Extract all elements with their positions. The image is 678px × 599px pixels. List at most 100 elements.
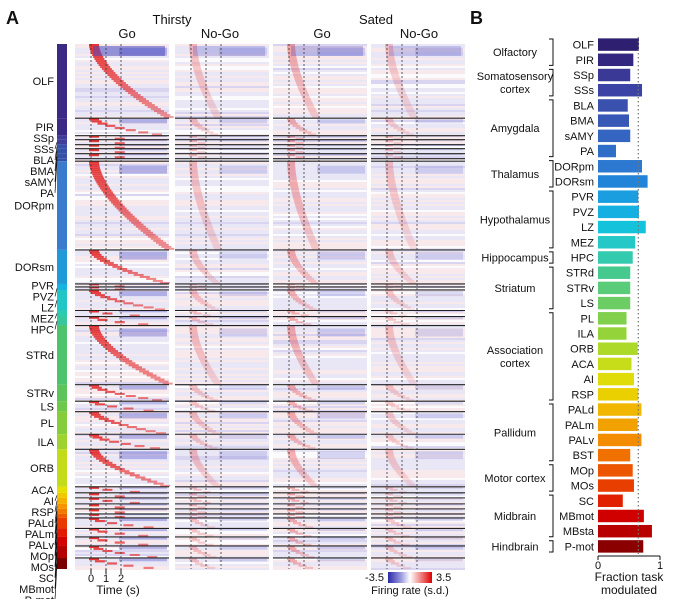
- heatmap-row: [175, 472, 269, 474]
- heatmap-activity: [192, 343, 201, 346]
- heatmap-activity: [109, 76, 120, 79]
- heatmap-row: [273, 96, 367, 98]
- heatmap-activity: [403, 430, 412, 433]
- heatmap-suppression: [219, 518, 267, 522]
- heatmap-row: [75, 558, 169, 560]
- heatmap-activity: [307, 447, 316, 450]
- heatmap-activity: [198, 423, 207, 427]
- bar-PA: [598, 144, 616, 158]
- heatmap-row: [273, 416, 367, 418]
- bar-P-mot: [598, 540, 644, 553]
- heatmap-row: [175, 342, 269, 344]
- heatmap-row: [273, 460, 367, 462]
- heatmap-row: [371, 502, 465, 504]
- heatmap-activity: [189, 384, 197, 387]
- heatmap-activity: [120, 86, 131, 89]
- heatmap-activity: [304, 229, 313, 232]
- heatmap-activity: [109, 440, 120, 443]
- heatmap-row: [273, 192, 367, 194]
- heatmap-activity: [291, 191, 300, 194]
- heatmap-row: [75, 454, 169, 456]
- heatmap-row: [273, 462, 367, 464]
- heatmap-row: [371, 90, 465, 92]
- heatmap-activity: [128, 364, 139, 367]
- heatmap-activity: [108, 349, 119, 353]
- heatmap-row: [273, 558, 367, 560]
- heatmap-activity: [287, 52, 296, 55]
- heatmap-row: [75, 110, 169, 112]
- heatmap-activity: [102, 191, 113, 194]
- heatmap-row: [371, 220, 465, 222]
- heatmap-activity: [404, 277, 413, 280]
- heatmap-activity: [118, 423, 129, 427]
- heatmap-row: [371, 196, 465, 198]
- heatmap-row: [371, 266, 465, 268]
- heatmap-activity: [289, 122, 298, 125]
- heatmap-row: [273, 430, 367, 432]
- region-color-ILA: [57, 434, 67, 450]
- heatmap-activity: [198, 267, 207, 270]
- heatmap-row: [175, 266, 269, 268]
- heatmap-activity: [206, 229, 215, 232]
- heatmap-activity: [207, 231, 216, 234]
- heatmap-row: [273, 354, 367, 356]
- heatmap-activity: [201, 129, 210, 132]
- heatmap-activity: [388, 417, 397, 420]
- heatmap-activity: [287, 135, 295, 138]
- heatmap-suppression: [317, 139, 365, 142]
- heatmap-row: [175, 350, 269, 352]
- heatmap-row: [75, 112, 169, 114]
- heatmap-row: [371, 304, 465, 306]
- heatmap-row: [371, 180, 465, 182]
- heatmap-activity: [406, 110, 415, 113]
- heatmap-row: [175, 478, 269, 480]
- heatmap-row: [175, 142, 269, 144]
- heatmap-row: [371, 188, 465, 190]
- heatmap-activity: [197, 551, 206, 554]
- heatmap-row: [175, 48, 269, 50]
- heatmap-suppression: [119, 528, 167, 531]
- heatmap-activity: [287, 50, 296, 53]
- heatmap-activity: [189, 413, 198, 416]
- heatmap-row: [175, 104, 269, 106]
- heatmap-activity: [391, 263, 400, 266]
- heatmap-row: [75, 490, 169, 492]
- heatmap-row: [371, 56, 465, 58]
- heatmap-row: [371, 292, 465, 294]
- heatmap-row: [371, 418, 465, 420]
- heatmap-row: [273, 322, 367, 324]
- heatmap-activity: [386, 436, 395, 439]
- heatmap-row: [75, 374, 169, 376]
- heatmap-row: [371, 48, 465, 50]
- heatmap-suppression: [415, 487, 463, 489]
- heatmap-row: [75, 438, 169, 440]
- heatmap-activity: [205, 323, 214, 326]
- heatmap-row: [273, 298, 367, 300]
- heatmap-row: [273, 436, 367, 438]
- heatmap-row: [75, 200, 169, 202]
- heatmap-activity: [409, 245, 418, 248]
- heatmap-activity: [189, 167, 198, 170]
- heatmap-row: [273, 344, 367, 346]
- heatmap-activity: [90, 413, 101, 416]
- heatmap-row: [371, 318, 465, 320]
- heatmap-activity: [385, 528, 393, 531]
- heatmap-row: [273, 252, 367, 254]
- heatmap-activity: [138, 397, 149, 400]
- heatmap-row: [175, 516, 269, 518]
- heatmap-row: [371, 294, 465, 296]
- heatmap-row: [273, 198, 367, 200]
- heatmap-row: [371, 70, 465, 72]
- heatmap-activity: [393, 146, 402, 149]
- heatmap-row: [273, 336, 367, 338]
- heatmap-row: [371, 166, 465, 168]
- heatmap-activity: [396, 407, 405, 410]
- heatmap-row: [273, 388, 367, 390]
- region-label-sAMY: sAMY: [25, 177, 55, 189]
- heatmap-activity: [397, 129, 406, 132]
- heatmap-activity: [387, 530, 396, 533]
- heatmap-activity: [385, 492, 393, 496]
- heatmap-row: [371, 138, 465, 140]
- heatmap-activity: [293, 76, 302, 79]
- heatmap-row: [371, 46, 465, 48]
